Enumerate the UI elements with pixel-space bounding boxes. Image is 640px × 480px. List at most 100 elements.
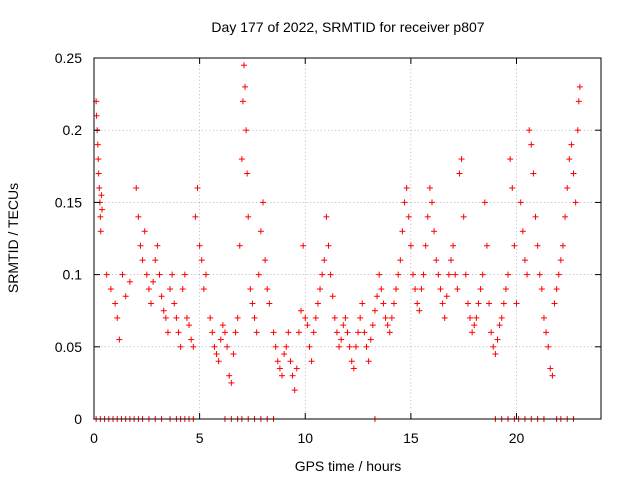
data-point-0-102 <box>304 322 311 329</box>
data-point-0-172 <box>452 271 459 278</box>
data-point-0-134 <box>371 307 378 314</box>
data-point-0-226 <box>568 141 575 148</box>
data-point-0-190 <box>490 343 497 350</box>
data-point-0-4 <box>95 156 102 163</box>
data-point-0-132 <box>367 336 374 343</box>
data-point-0-32 <box>158 293 165 300</box>
data-point-0-50 <box>196 242 203 249</box>
data-point-0-135 <box>374 293 381 300</box>
data-point-0-133 <box>369 322 376 329</box>
y-axis-label: SRMTID / TECUs <box>5 183 21 293</box>
data-point-0-187 <box>483 242 490 249</box>
data-point-0-16 <box>116 336 123 343</box>
data-point-0-119 <box>340 322 347 329</box>
data-point-0-199 <box>509 184 516 191</box>
data-point-0-158 <box>422 242 429 249</box>
x-tick-label-2: 10 <box>297 430 313 446</box>
data-point-0-92 <box>283 343 290 350</box>
data-point-0-42 <box>179 286 186 293</box>
data-point-0-75 <box>245 213 252 220</box>
data-point-0-115 <box>331 314 338 321</box>
data-point-0-140 <box>384 322 391 329</box>
data-point-0-163 <box>433 257 440 264</box>
data-points <box>93 62 583 422</box>
data-point-0-47 <box>190 343 197 350</box>
data-point-0-127 <box>357 314 364 321</box>
data-point-0-67 <box>234 314 241 321</box>
data-point-0-84 <box>264 286 271 293</box>
data-point-0-30 <box>154 242 161 249</box>
data-point-0-87 <box>272 343 279 350</box>
data-point-0-230 <box>575 98 582 105</box>
data-point-0-144 <box>393 286 400 293</box>
data-point-0-189 <box>488 329 495 336</box>
data-point-0-207 <box>528 141 535 148</box>
data-point-0-43 <box>181 271 188 278</box>
data-point-0-229 <box>574 127 581 134</box>
data-point-0-31 <box>156 271 163 278</box>
data-point-0-39 <box>173 314 180 321</box>
data-point-0-221 <box>557 257 564 264</box>
data-point-0-198 <box>507 156 514 163</box>
data-point-0-154 <box>414 300 421 307</box>
data-point-0-76 <box>247 286 254 293</box>
data-point-0-225 <box>566 156 573 163</box>
data-point-0-41 <box>177 343 184 350</box>
data-point-0-219 <box>553 286 560 293</box>
data-point-0-180 <box>469 329 476 336</box>
data-point-0-1 <box>93 112 100 119</box>
data-point-0-23 <box>139 257 146 264</box>
data-point-0-61 <box>221 329 228 336</box>
data-point-0-137 <box>378 286 385 293</box>
data-point-0-54 <box>207 314 214 321</box>
data-point-0-57 <box>213 351 220 358</box>
data-point-0-37 <box>169 271 176 278</box>
data-point-0-157 <box>420 271 427 278</box>
data-point-0-79 <box>253 329 260 336</box>
data-point-0-25 <box>143 271 150 278</box>
data-point-0-125 <box>352 343 359 350</box>
data-point-0-65 <box>230 351 237 358</box>
data-point-0-81 <box>257 228 264 235</box>
y-tick-label-4: 0.2 <box>63 122 83 138</box>
data-point-0-60 <box>219 322 226 329</box>
data-point-0-62 <box>224 343 231 350</box>
data-point-0-116 <box>333 329 340 336</box>
data-point-0-193 <box>496 322 503 329</box>
data-point-0-217 <box>549 372 556 379</box>
data-point-0-93 <box>285 329 292 336</box>
data-point-0-94 <box>287 358 294 365</box>
data-point-0-85 <box>266 300 273 307</box>
data-point-0-216 <box>547 365 554 372</box>
data-point-0-182 <box>473 314 480 321</box>
data-point-0-83 <box>262 257 269 264</box>
data-point-0-69 <box>238 156 245 163</box>
data-point-0-49 <box>194 184 201 191</box>
data-point-0-3 <box>94 141 101 148</box>
data-point-0-152 <box>409 271 416 278</box>
data-point-0-195 <box>500 300 507 307</box>
data-point-0-176 <box>460 213 467 220</box>
y-tick-label-3: 0.15 <box>55 194 82 210</box>
data-point-0-228 <box>572 199 579 206</box>
chart-title: Day 177 of 2022, SRMTID for receiver p80… <box>211 19 484 35</box>
data-point-0-155 <box>416 307 423 314</box>
data-point-0-6 <box>96 184 103 191</box>
data-point-0-165 <box>437 286 444 293</box>
data-point-0-96 <box>291 387 298 394</box>
data-point-0-105 <box>310 329 317 336</box>
data-point-0-5 <box>95 170 102 177</box>
data-point-0-68 <box>236 242 243 249</box>
data-point-0-63 <box>226 372 233 379</box>
data-point-0-27 <box>148 300 155 307</box>
data-point-0-136 <box>376 271 383 278</box>
axis-ticks <box>93 57 601 420</box>
data-point-0-56 <box>211 343 218 350</box>
data-point-0-143 <box>390 300 397 307</box>
labels: 0 5 10 15 20 0 0.05 0.1 0.15 0.2 0.25 <box>55 50 525 446</box>
data-point-0-74 <box>244 170 251 177</box>
data-point-0-64 <box>228 379 235 386</box>
data-point-0-161 <box>429 199 435 206</box>
data-point-0-213 <box>540 314 547 321</box>
data-point-0-200 <box>511 242 518 249</box>
